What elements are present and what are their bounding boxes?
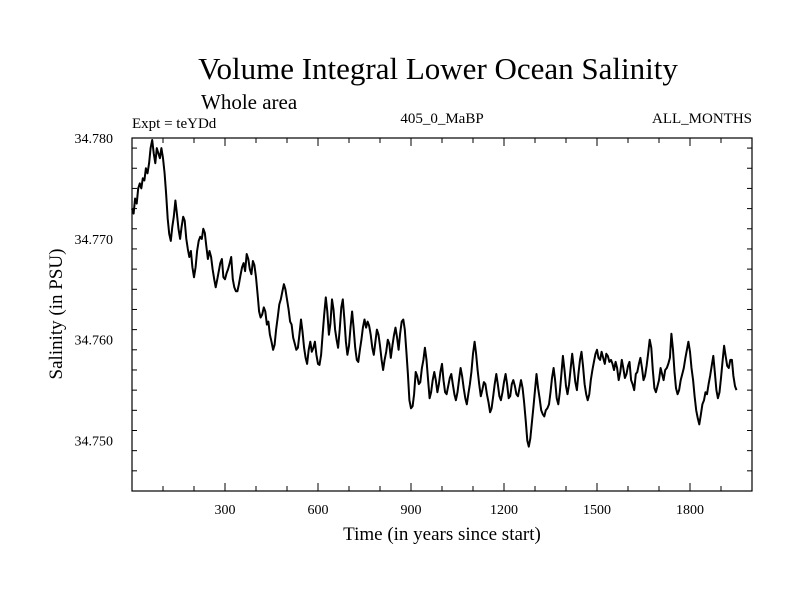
x-axis-label: Time (in years since start) bbox=[343, 524, 541, 545]
x-tick-label: 1200 bbox=[490, 503, 518, 518]
axis-ticks bbox=[132, 138, 752, 491]
x-tick-label: 1500 bbox=[583, 503, 611, 518]
x-tick-label: 1800 bbox=[676, 503, 704, 518]
plot-frame bbox=[131, 137, 753, 492]
x-tick-label: 300 bbox=[215, 503, 236, 518]
salinity-series-line bbox=[131, 139, 738, 448]
period-label: 405_0_MaBP bbox=[400, 111, 483, 127]
experiment-label: Expt = teYDd bbox=[132, 116, 217, 132]
y-tick-label: 34.750 bbox=[75, 435, 114, 450]
chart-subtitle: Whole area bbox=[201, 90, 298, 114]
chart-title: Volume Integral Lower Ocean Salinity bbox=[198, 51, 678, 86]
y-tick-label: 34.770 bbox=[75, 233, 114, 248]
x-tick-label: 600 bbox=[308, 503, 329, 518]
y-tick-label: 34.780 bbox=[75, 132, 114, 147]
y-tick-label: 34.760 bbox=[75, 334, 114, 349]
tick-labels: 300 600 900 1200 1500 1800 34.750 34.760 34.770 3… bbox=[75, 132, 705, 518]
x-tick-label: 900 bbox=[401, 503, 422, 518]
months-label: ALL_MONTHS bbox=[652, 111, 752, 127]
y-axis-label: Salinity (in PSU) bbox=[46, 249, 67, 380]
